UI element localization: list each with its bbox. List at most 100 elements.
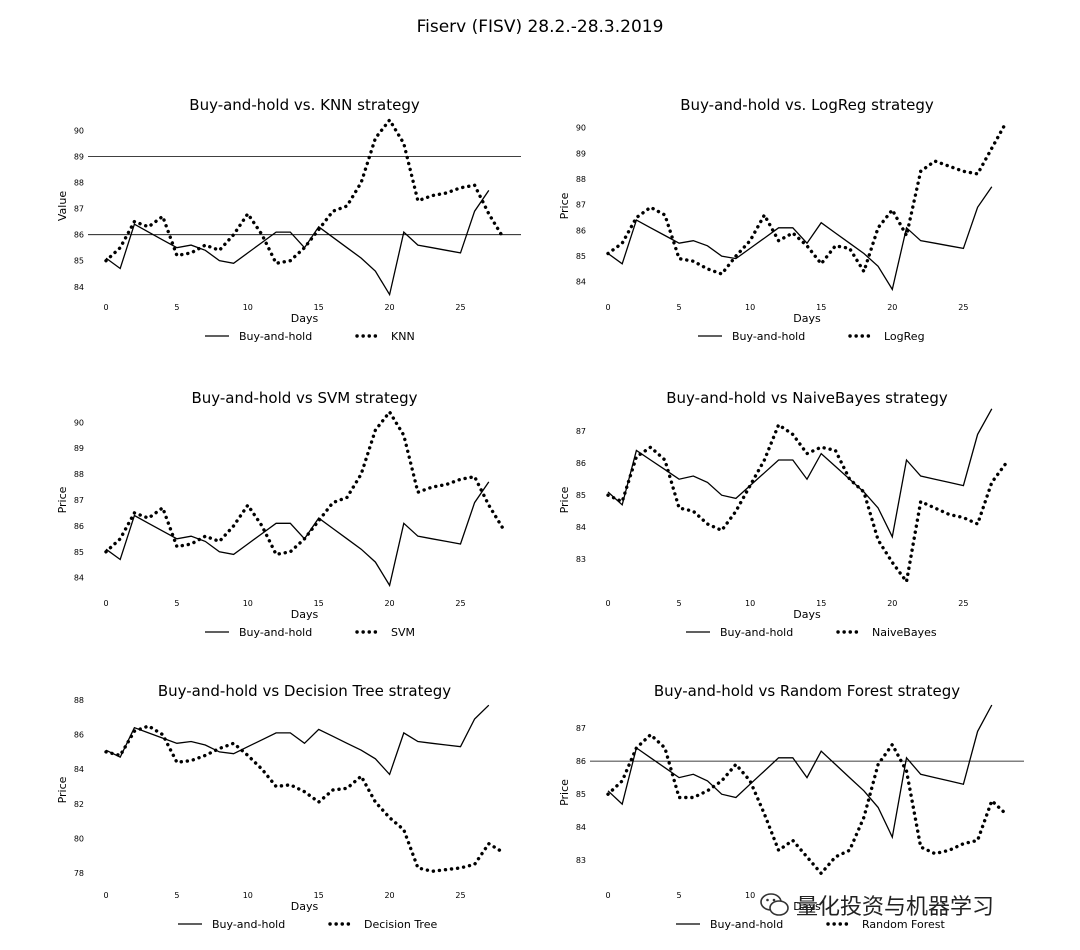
y-axis-label: Value: [56, 191, 69, 221]
x-axis-label: Days: [291, 312, 319, 325]
legend-label: Buy-and-hold: [212, 918, 285, 931]
y-tick-label: 90: [576, 124, 586, 133]
y-tick-label: 88: [74, 696, 84, 705]
y-tick-label: 84: [576, 823, 586, 832]
x-tick-label: 5: [677, 599, 682, 608]
y-tick-label: 87: [74, 205, 84, 214]
y-tick-label: 78: [74, 869, 84, 878]
x-tick-label: 25: [958, 303, 968, 312]
x-axis-label: Days: [291, 900, 319, 913]
y-tick-label: 86: [74, 731, 84, 740]
chart-panel-2: Buy-and-hold vs. LogReg strategy 84 85 86 87…: [558, 96, 1008, 343]
chart-panel-1: Buy-and-hold vs. KNN strategy 84 85 86 87 88 8…: [56, 96, 521, 343]
x-axis-label: Days: [793, 312, 821, 325]
watermark: 量化投资与机器学习: [760, 890, 1060, 920]
chart-title: Buy-and-hold vs. LogReg strategy: [680, 96, 934, 114]
x-tick-label: 5: [174, 599, 179, 608]
y-tick-label: 89: [74, 152, 84, 161]
y-axis-label: Price: [56, 776, 69, 803]
x-tick-label: 15: [314, 303, 324, 312]
y-tick-label: 84: [576, 278, 586, 287]
legend-label: NaiveBayes: [872, 626, 937, 639]
y-tick-label: 85: [576, 491, 586, 500]
legend-label: SVM: [391, 626, 415, 639]
x-tick-label: 10: [745, 599, 755, 608]
legend-label: Buy-and-hold: [239, 626, 312, 639]
y-tick-label: 88: [74, 470, 84, 479]
series-line-buy-and-hold: [105, 704, 490, 776]
series-line-logreg: [606, 120, 1008, 277]
series-line-buy-and-hold: [105, 481, 490, 588]
x-tick-label: 20: [887, 303, 897, 312]
x-tick-label: 0: [103, 303, 108, 312]
x-tick-label: 10: [243, 599, 253, 608]
y-tick-label: 85: [576, 252, 586, 261]
y-tick-label: 83: [576, 856, 586, 865]
series-line-naivebayes: [606, 422, 1008, 586]
legend-label: Buy-and-hold: [720, 626, 793, 639]
y-tick-label: 86: [576, 757, 586, 766]
y-tick-label: 87: [576, 724, 586, 733]
x-tick-label: 5: [174, 303, 179, 312]
figure-title: Fiserv (FISV) 28.2.-28.3.2019: [417, 17, 664, 37]
y-tick-label: 89: [74, 444, 84, 453]
x-tick-label: 15: [816, 303, 826, 312]
x-tick-label: 25: [455, 599, 465, 608]
x-tick-label: 15: [816, 599, 826, 608]
y-tick-label: 86: [74, 231, 84, 240]
x-tick-label: 10: [243, 303, 253, 312]
chart-title: Buy-and-hold vs NaiveBayes strategy: [666, 389, 948, 407]
y-tick-label: 85: [74, 257, 84, 266]
chart-panel-5: Buy-and-hold vs Decision Tree strategy 78…: [56, 682, 505, 931]
legend-label: Random Forest: [862, 918, 945, 931]
y-tick-label: 90: [74, 418, 84, 427]
x-tick-label: 0: [103, 599, 108, 608]
chart-title: Buy-and-hold vs SVM strategy: [191, 389, 417, 407]
x-tick-label: 5: [677, 891, 682, 900]
x-tick-label: 15: [314, 599, 324, 608]
chart-title: Buy-and-hold vs Random Forest strategy: [654, 682, 960, 700]
y-tick-label: 82: [74, 800, 84, 809]
y-tick-label: 88: [74, 179, 84, 188]
y-tick-label: 86: [74, 522, 84, 531]
chart-panel-6: Buy-and-hold vs Random Forest strategy 83…: [558, 682, 1024, 931]
y-tick-label: 84: [74, 283, 84, 292]
x-tick-label: 10: [243, 891, 253, 900]
x-tick-label: 15: [314, 891, 324, 900]
y-tick-label: 84: [576, 523, 586, 532]
x-tick-label: 20: [384, 891, 394, 900]
chart-panel-3: Buy-and-hold vs SVM strategy 84 85 86 87 88 89…: [56, 389, 505, 639]
x-tick-label: 25: [455, 891, 465, 900]
y-tick-label: 89: [576, 149, 586, 158]
y-tick-label: 88: [576, 175, 586, 184]
legend-label: KNN: [391, 330, 415, 343]
x-axis-label: Days: [793, 608, 821, 621]
y-tick-label: 83: [576, 555, 586, 564]
legend-label: Buy-and-hold: [710, 918, 783, 931]
series-line-random-forest: [606, 732, 1008, 877]
y-tick-label: 85: [576, 790, 586, 799]
watermark-text: 量化投资与机器学习: [796, 895, 995, 920]
series-line-svm: [104, 409, 505, 557]
y-tick-label: 84: [74, 574, 84, 583]
y-tick-label: 86: [576, 459, 586, 468]
legend-label: Buy-and-hold: [239, 330, 312, 343]
x-tick-label: 20: [384, 599, 394, 608]
series-line-buy-and-hold: [607, 704, 993, 840]
y-axis-label: Price: [558, 779, 571, 806]
chart-panel-4: Buy-and-hold vs NaiveBayes strategy 83 84 8…: [558, 389, 1008, 639]
y-tick-label: 86: [576, 226, 586, 235]
y-tick-label: 80: [74, 834, 84, 843]
x-axis-label: Days: [291, 608, 319, 621]
x-tick-label: 5: [677, 303, 682, 312]
chart-title: Buy-and-hold vs. KNN strategy: [189, 96, 420, 114]
legend-label: LogReg: [884, 330, 925, 343]
x-tick-label: 0: [605, 599, 610, 608]
x-tick-label: 25: [455, 303, 465, 312]
y-tick-label: 90: [74, 126, 84, 135]
series-line-buy-and-hold: [607, 186, 993, 292]
x-tick-label: 10: [745, 303, 755, 312]
series-line-knn: [104, 117, 505, 266]
x-axis-label: Days: [793, 900, 821, 913]
